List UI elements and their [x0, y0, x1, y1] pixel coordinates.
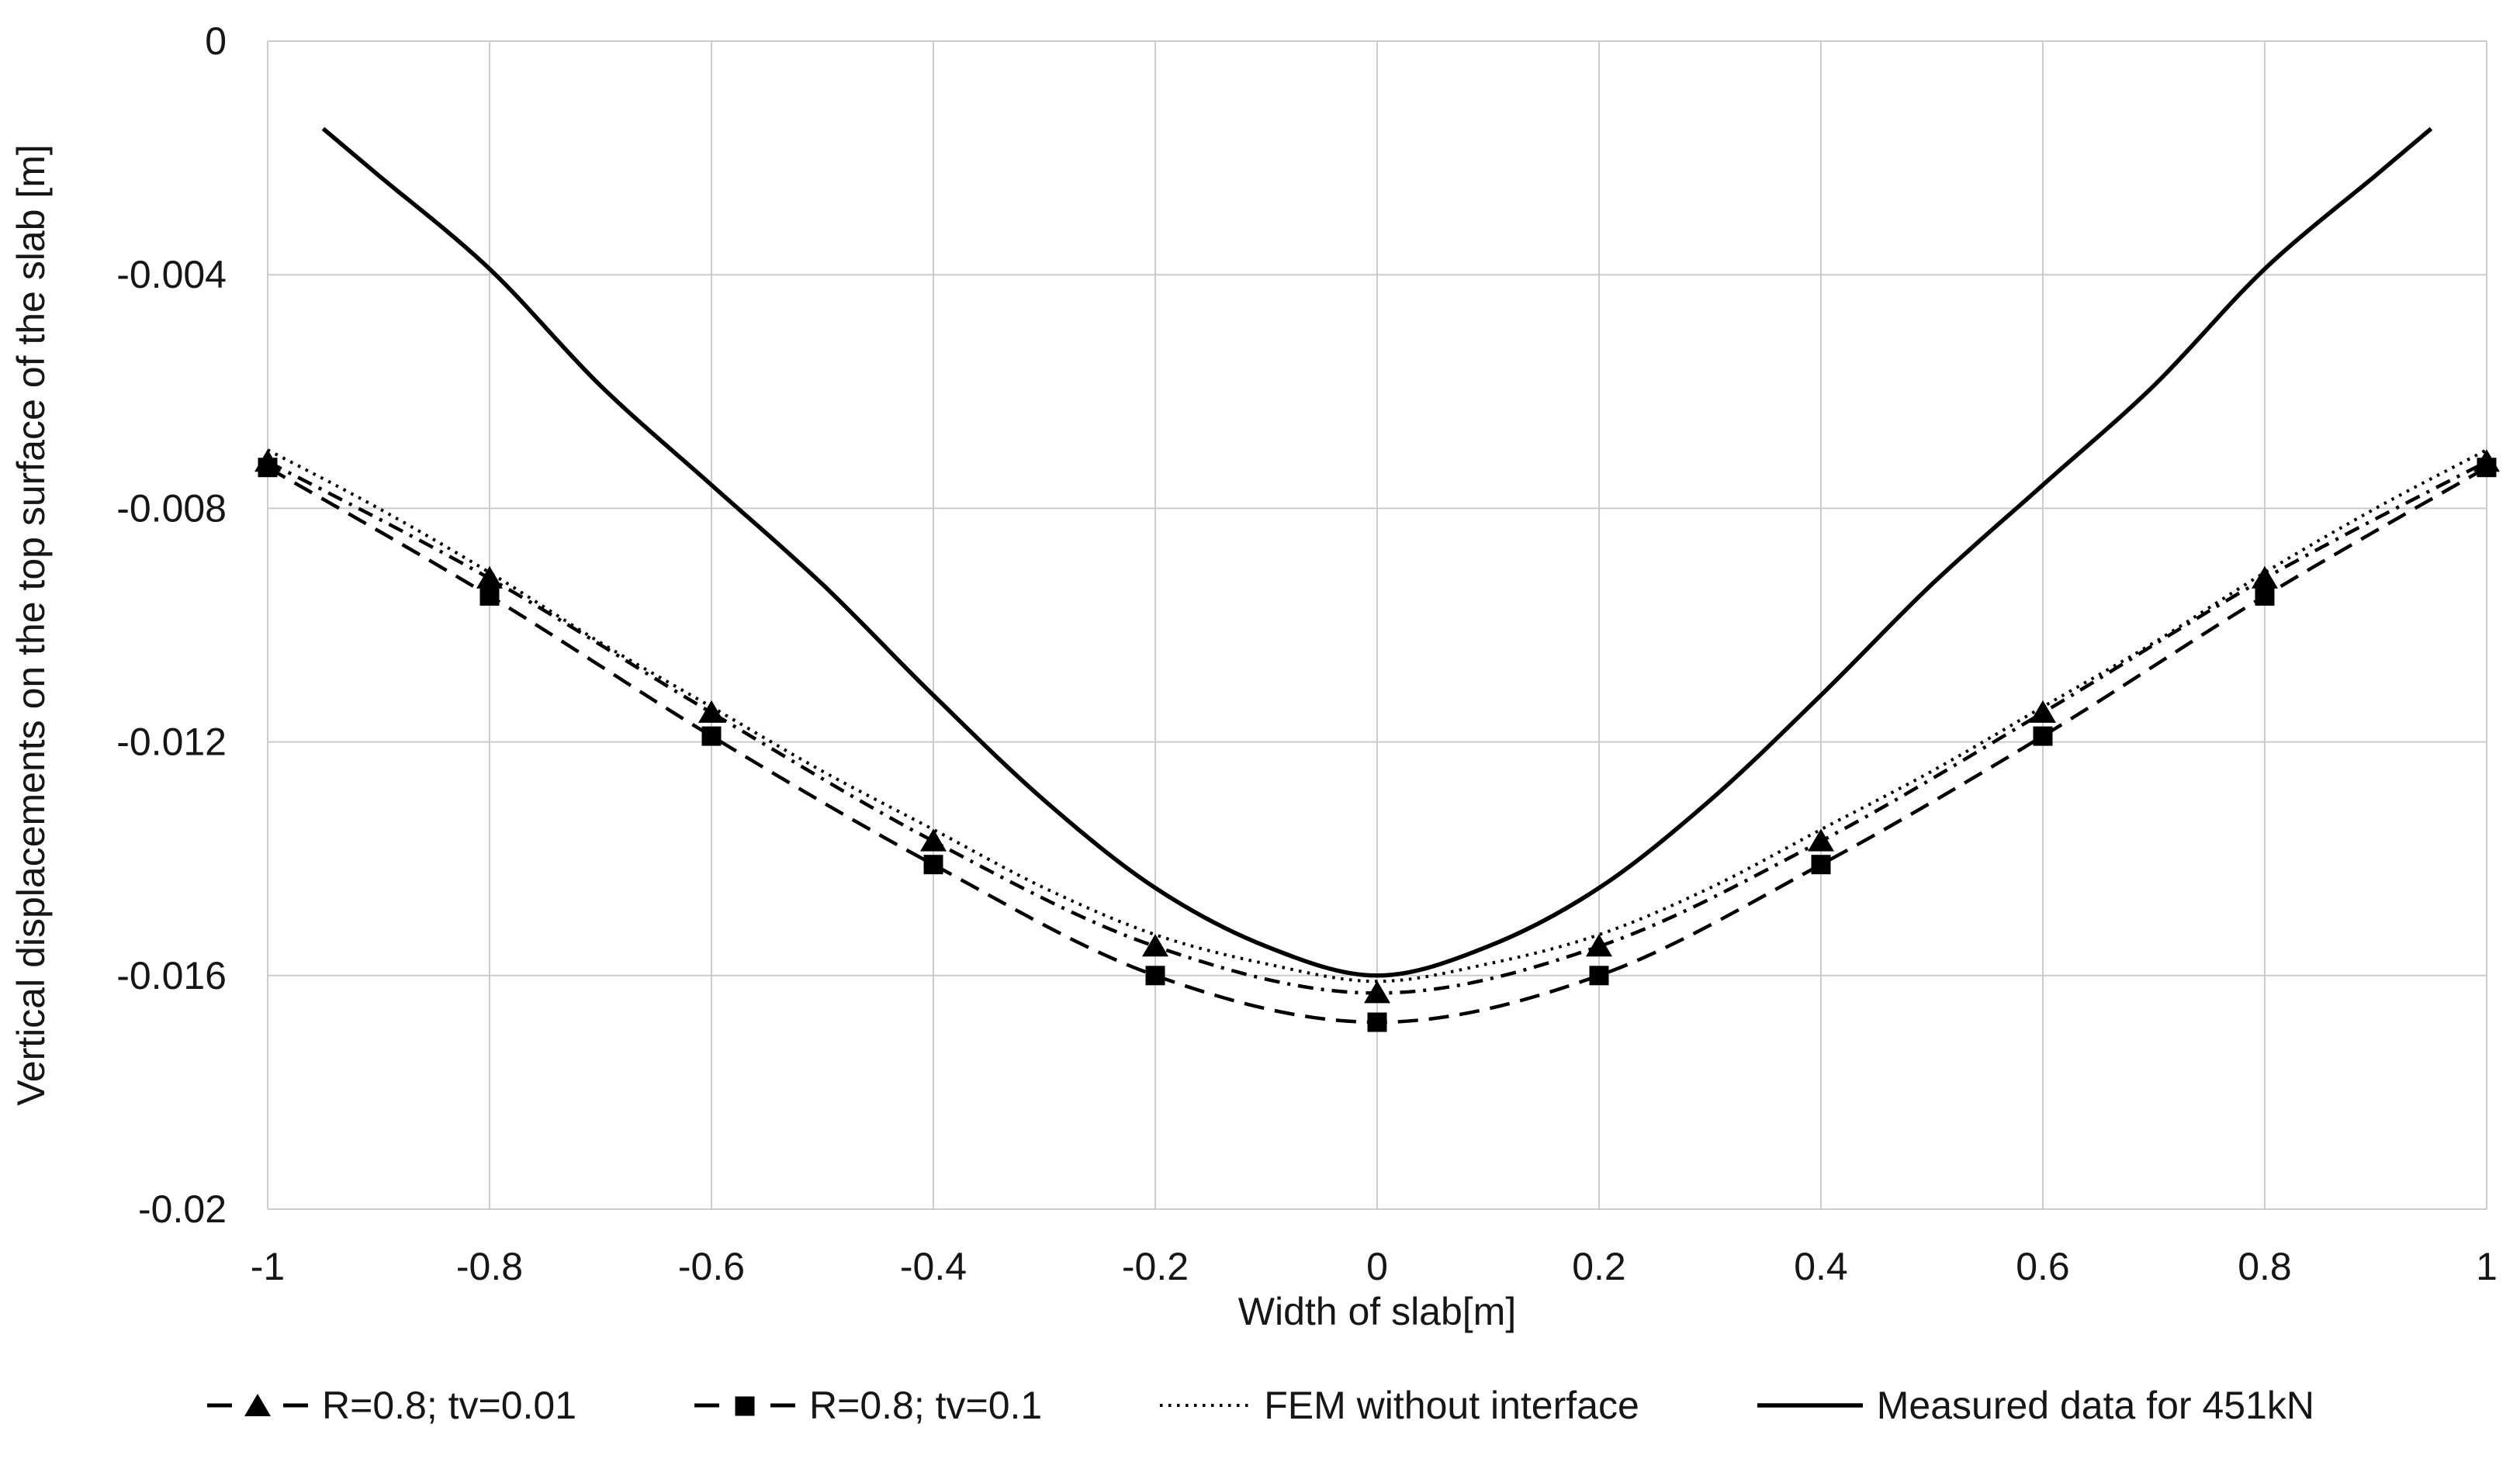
legend-label: FEM without interface [1264, 1384, 1639, 1427]
square-marker [735, 1396, 755, 1416]
square-marker [1367, 1012, 1387, 1032]
x-tick-label: -0.8 [456, 1245, 523, 1288]
x-axis-title: Width of slab[m] [1238, 1290, 1517, 1333]
square-marker [1811, 855, 1831, 875]
triangle-marker [1586, 934, 1612, 957]
square-marker [479, 586, 500, 606]
dashdot-triangle-line-icon [207, 1394, 309, 1416]
x-tick-label: -0.2 [1122, 1245, 1189, 1288]
square-marker [1589, 966, 1609, 986]
y-tick-label: 0 [205, 19, 227, 63]
dashed-square-line-icon [694, 1396, 796, 1416]
legend-item-r08-tv01: R=0.8; tv=0.1 [693, 1382, 1042, 1429]
legend-item-r08-tv001: R=0.8; tv=0.01 [206, 1382, 576, 1429]
legend-label: R=0.8; tv=0.1 [809, 1384, 1043, 1427]
x-tick-label: 0.2 [1572, 1245, 1626, 1288]
legend-label: Measured data for 451kN [1876, 1384, 2314, 1427]
triangle-marker [2252, 565, 2278, 589]
x-tick-label: 0.4 [1794, 1245, 1848, 1288]
x-tick-label: -0.4 [900, 1245, 967, 1288]
dotted-line-icon [1160, 1404, 1251, 1407]
y-tick-label: -0.012 [116, 721, 227, 764]
triangle-marker [2030, 700, 2056, 723]
triangle-marker [920, 828, 947, 852]
x-tick-label: 1 [2476, 1245, 2498, 1288]
square-marker [1145, 966, 1165, 986]
square-marker [923, 855, 943, 875]
x-tick-label: 0 [1366, 1245, 1388, 1288]
legend-label: R=0.8; tv=0.01 [322, 1384, 577, 1427]
triangle-marker [2473, 449, 2500, 472]
square-marker [2255, 586, 2275, 606]
series-line-3 [321, 126, 2433, 978]
x-tick-label: -1 [251, 1245, 285, 1288]
triangle-marker [698, 700, 725, 723]
y-tick-label: -0.02 [138, 1187, 227, 1231]
x-tick-label: -0.6 [678, 1245, 745, 1288]
triangle-marker [1808, 828, 1834, 852]
y-tick-label: -0.008 [116, 486, 227, 530]
legend-item-fem: FEM without interface [1158, 1382, 1639, 1429]
square-marker [701, 726, 722, 746]
triangle-marker [254, 449, 281, 472]
triangle-marker [476, 565, 503, 589]
square-marker [2033, 726, 2053, 746]
triangle-marker [244, 1394, 272, 1416]
y-tick-label: -0.016 [116, 954, 227, 997]
triangle-marker [1364, 980, 1390, 1004]
legend: R=0.8; tv=0.01 R=0.8; tv=0.1 FEM without… [0, 1382, 2520, 1429]
solid-line-icon [1757, 1403, 1863, 1408]
legend-item-measured: Measured data for 451kN [1756, 1382, 2314, 1429]
x-tick-label: 0.8 [2238, 1245, 2292, 1288]
triangle-marker [1142, 934, 1168, 957]
y-tick-label: -0.004 [116, 253, 227, 296]
x-tick-label: 0.6 [2016, 1245, 2070, 1288]
